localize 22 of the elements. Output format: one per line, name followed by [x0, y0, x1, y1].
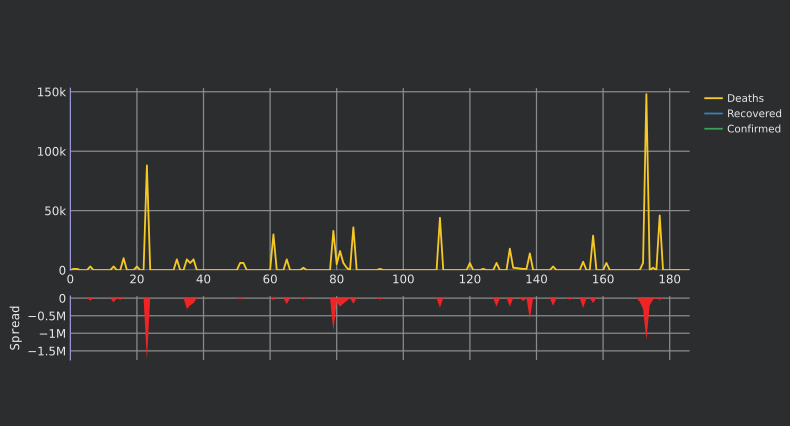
legend-label: Deaths — [728, 94, 764, 102]
y-axis-title: Spread — [10, 306, 22, 350]
x-tick-label: 0 — [67, 274, 74, 284]
y-tick-label: 100k — [38, 146, 66, 156]
x-tick-label: 40 — [196, 274, 210, 284]
y-tick-label: −0.5M — [28, 311, 65, 320]
x-tick-label: 80 — [330, 274, 344, 284]
legend-label: Confirmed — [728, 124, 780, 133]
y-tick-label: 50k — [45, 206, 66, 216]
y-tick-label: 0 — [59, 294, 66, 303]
x-tick-label: 20 — [130, 274, 144, 284]
y-tick-label: 0 — [59, 266, 66, 275]
y-tick-label: 150k — [38, 87, 66, 96]
x-tick-label: 140 — [526, 274, 547, 284]
x-tick-label: 180 — [660, 274, 680, 284]
x-tick-label: 60 — [263, 274, 277, 284]
x-tick-label: 100 — [393, 274, 414, 284]
x-tick-label: 120 — [460, 274, 480, 284]
y-tick-label: −1M — [40, 329, 65, 338]
legend-label: Recovered — [728, 109, 782, 118]
x-tick-label: 160 — [593, 274, 614, 284]
y-tick-label: −1.5M — [28, 346, 65, 356]
